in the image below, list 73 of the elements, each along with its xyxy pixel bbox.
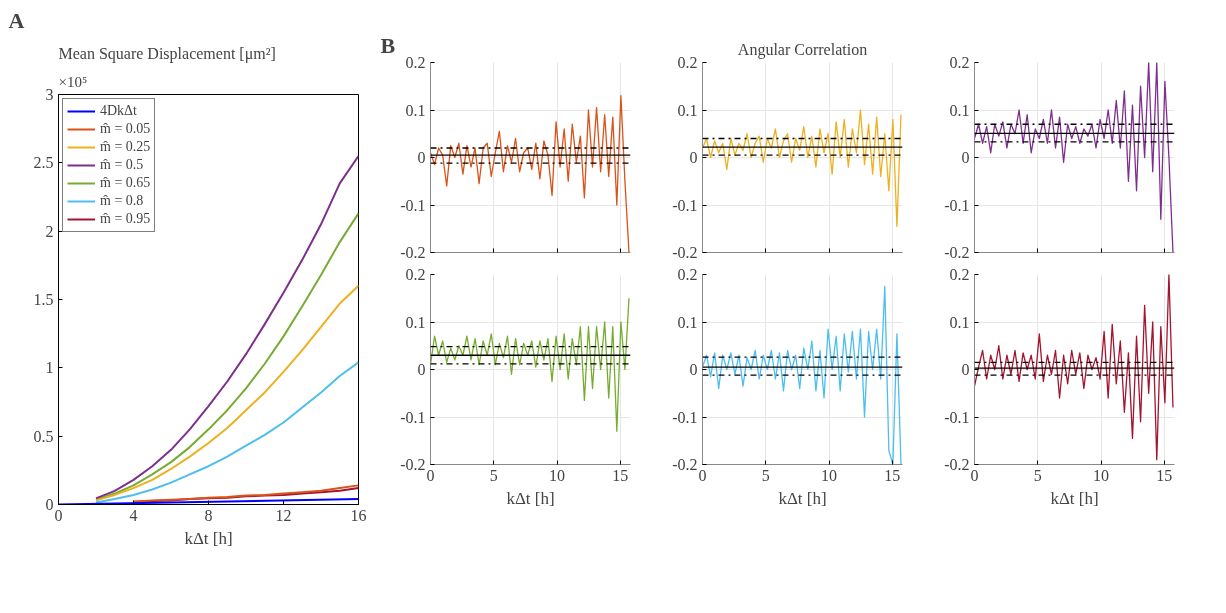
- y-tick-label: -0.1: [672, 196, 698, 214]
- y-tick-label: 0.2: [405, 54, 426, 71]
- x-axis-title: kΔt [h]: [506, 488, 555, 508]
- y-tick-label: 1: [45, 359, 54, 377]
- line-series: [95, 155, 359, 500]
- y-tick-label: 0.2: [677, 54, 698, 71]
- y-tick-label: 1.5: [33, 291, 54, 308]
- y-tick-label: 0.2: [949, 266, 970, 283]
- line-series: [95, 284, 359, 502]
- y-tick-label: 0: [689, 149, 698, 166]
- y-tick-label: 2: [45, 222, 54, 240]
- y-tick-label: 0.1: [405, 101, 426, 119]
- line-series: [95, 361, 359, 504]
- y-tick-label: 0.1: [677, 313, 698, 331]
- y-tick-label: -0.2: [400, 244, 426, 261]
- y-tick-label: 0.2: [405, 266, 426, 283]
- legend-label: m̂ = 0.65: [100, 175, 151, 191]
- y-tick-label: 3: [45, 86, 54, 103]
- legend-label: m̂ = 0.8: [100, 193, 144, 209]
- y-tick-label: -0.1: [944, 196, 970, 214]
- x-axis-title: kΔt [h]: [184, 528, 233, 548]
- chart-title: Mean Square Displacement [μm²]: [58, 44, 276, 63]
- x-tick-label: 10: [549, 466, 566, 484]
- y-tick-label: 0.1: [405, 313, 426, 331]
- y-tick-label: 0: [417, 361, 426, 378]
- y-tick-label: -0.2: [944, 244, 970, 261]
- y-tick-label: -0.1: [400, 196, 426, 214]
- legend-label: m̂ = 0.05: [100, 121, 151, 137]
- x-tick-label: 15: [612, 466, 629, 484]
- line-series: [95, 212, 359, 501]
- x-tick-label: 5: [761, 466, 770, 484]
- line-series: [974, 274, 1174, 461]
- x-tick-label: 4: [129, 506, 138, 524]
- y-tick-label: -0.1: [400, 408, 426, 426]
- x-axis-title: kΔt [h]: [778, 488, 827, 508]
- legend-label: m̂ = 0.5: [100, 157, 144, 173]
- y-tick-label: 0: [961, 361, 970, 378]
- y-tick-label: 0: [689, 361, 698, 378]
- y-tick-label: 0.5: [33, 427, 54, 445]
- x-tick-label: 16: [350, 506, 367, 524]
- y-tick-label: 0.1: [677, 101, 698, 119]
- y-tick-label: -0.1: [944, 408, 970, 426]
- y-tick-label: -0.2: [400, 456, 426, 473]
- y-tick-label: -0.1: [672, 408, 698, 426]
- line-series: [702, 109, 902, 228]
- x-tick-label: 8: [204, 506, 213, 524]
- y-tick-label: 0.1: [949, 101, 970, 119]
- y-tick-label: -0.2: [672, 456, 698, 473]
- legend-label: m̂ = 0.25: [100, 139, 151, 155]
- line-series: [430, 297, 630, 432]
- x-tick-label: 10: [1093, 466, 1110, 484]
- x-axis-title: kΔt [h]: [1050, 488, 1099, 508]
- line-series: [974, 62, 1174, 253]
- y-tick-label: -0.2: [944, 456, 970, 473]
- text: ×10⁵: [58, 73, 88, 90]
- x-tick-label: 15: [1156, 466, 1173, 484]
- x-tick-label: 15: [884, 466, 901, 484]
- x-tick-label: 12: [275, 506, 292, 524]
- x-tick-label: 5: [1033, 466, 1042, 484]
- x-tick-label: 10: [821, 466, 838, 484]
- y-tick-label: 0: [961, 149, 970, 166]
- y-tick-label: 0.1: [949, 313, 970, 331]
- y-tick-label: 0.2: [677, 266, 698, 283]
- y-tick-label: 0: [417, 149, 426, 166]
- chart-title: Angular Correlation: [737, 40, 868, 59]
- legend-label: 4DkΔt: [100, 103, 138, 119]
- y-tick-label: 2.5: [33, 154, 54, 172]
- y-tick-label: 0.2: [949, 54, 970, 71]
- y-tick-label: -0.2: [672, 244, 698, 261]
- legend-label: m̂ = 0.95: [100, 211, 151, 227]
- x-tick-label: 5: [489, 466, 498, 484]
- text: A: [8, 7, 25, 33]
- text: B: [380, 32, 396, 58]
